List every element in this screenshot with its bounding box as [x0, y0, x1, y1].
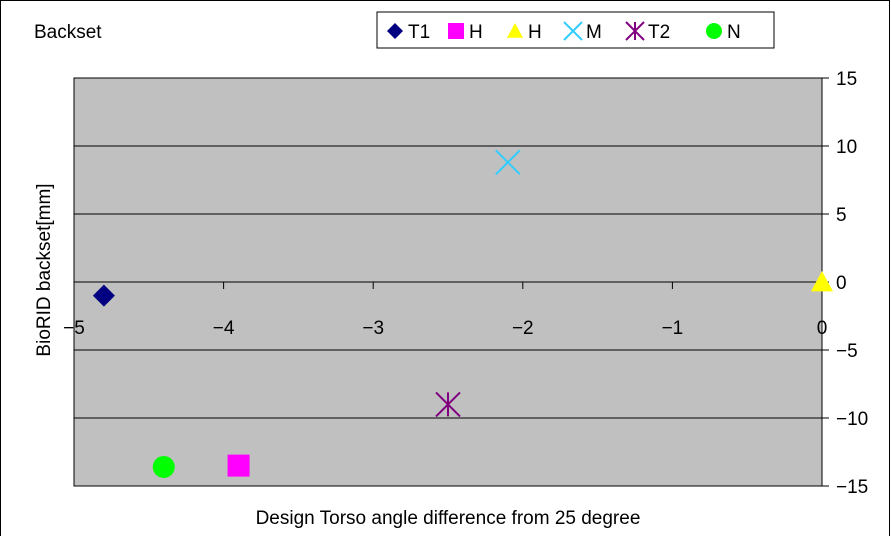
x-axis-ticks: −5 −4 −3 −2 −1 0	[63, 282, 827, 339]
legend-marker-n-circle-5	[706, 23, 722, 39]
legend-label-5: N	[727, 22, 741, 43]
y-tick-label-3: 0	[836, 273, 847, 294]
legend-label-3: M	[586, 22, 602, 43]
point-m-x-3	[495, 149, 521, 176]
x-tick-label-2: −3	[362, 318, 384, 339]
legend-marker-t1-diamond-0	[387, 23, 403, 39]
y-tick-label-6: −15	[836, 477, 868, 498]
legend-label-4: T2	[648, 22, 670, 43]
x-tick-label-1: −4	[213, 318, 235, 339]
legend: T1 H H M T2 N	[376, 11, 775, 49]
legend-marker-m-x-3	[563, 21, 583, 41]
x-axis-label: Design Torso angle difference from 25 de…	[256, 508, 641, 529]
legend-marker-t2-asterisk-4	[625, 21, 645, 41]
legend-label-1: H	[469, 22, 483, 43]
x-tick-label-4: −1	[662, 318, 684, 339]
chart-title: Backset	[34, 22, 102, 43]
y-axis-ticks: 15 10 5 0 −5 −10 −15	[822, 69, 868, 498]
point-t1-diamond-0	[92, 284, 115, 307]
gridlines	[74, 145, 822, 419]
x-tick-label-5: 0	[817, 318, 828, 339]
legend-label-2: H	[528, 22, 542, 43]
y-tick-label-1: 10	[836, 137, 857, 158]
point-t2-asterisk-4	[435, 391, 461, 418]
point-h-triangle-2	[811, 271, 833, 292]
point-h-square-1	[227, 454, 250, 477]
x-tick-label-3: −2	[512, 318, 534, 339]
legend-marker-h-square-1	[448, 23, 464, 39]
y-tick-label-2: 5	[836, 205, 847, 226]
y-tick-label-0: 15	[836, 69, 857, 90]
y-axis-label: BioRID backset[mm]	[34, 183, 55, 356]
data-markers	[92, 149, 833, 478]
y-tick-label-4: −5	[836, 341, 858, 362]
y-tick-label-5: −10	[836, 409, 868, 430]
legend-marker-h-triangle-2	[507, 23, 523, 38]
x-tick-label-0: −5	[63, 318, 85, 339]
point-n-circle-5	[152, 455, 175, 478]
legend-label-0: T1	[408, 22, 430, 43]
